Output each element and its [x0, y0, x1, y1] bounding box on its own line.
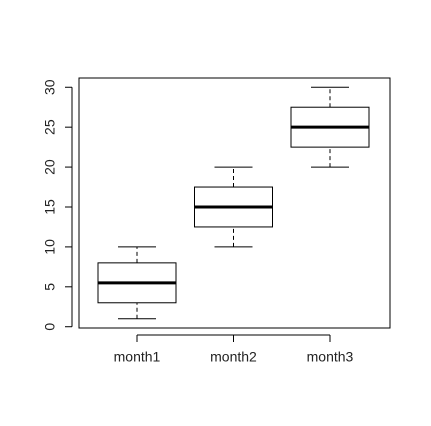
- plot-frame: [78, 77, 391, 329]
- y-tick-label: 5: [42, 283, 58, 291]
- y-tick-label: 10: [42, 239, 58, 255]
- y-tick-label: 25: [42, 119, 58, 135]
- y-tick-label: 0: [42, 323, 58, 331]
- y-tick-label: 15: [42, 199, 58, 215]
- y-tick-label: 20: [42, 159, 58, 175]
- x-tick-label: month2: [210, 349, 257, 365]
- x-tick-label: month1: [114, 349, 161, 365]
- y-tick-label: 30: [42, 79, 58, 95]
- x-tick-label: month3: [307, 349, 354, 365]
